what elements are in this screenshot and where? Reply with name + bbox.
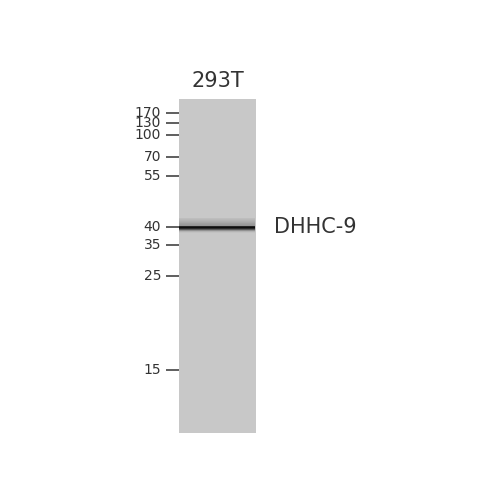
Bar [179, 228, 256, 229]
Bar [179, 222, 256, 223]
Text: DHHC-9: DHHC-9 [274, 218, 356, 238]
Text: 70: 70 [144, 150, 162, 164]
Bar [179, 222, 256, 223]
Bar [179, 224, 256, 225]
Bar [179, 231, 256, 232]
Text: 40: 40 [144, 220, 162, 234]
Bar [179, 224, 256, 225]
Bar [179, 228, 256, 229]
Bar [179, 227, 256, 228]
Bar [179, 230, 256, 231]
Bar [179, 225, 256, 226]
Text: 55: 55 [144, 168, 162, 182]
Bar [179, 227, 256, 228]
Bar [179, 227, 256, 228]
Bar [179, 223, 256, 224]
Text: 25: 25 [144, 268, 162, 282]
Bar [179, 228, 256, 229]
Bar [179, 230, 256, 231]
Bar [179, 225, 256, 226]
Bar [179, 226, 256, 227]
Bar [179, 98, 256, 433]
Bar [179, 226, 256, 227]
Bar [179, 224, 256, 225]
Text: 170: 170 [135, 106, 162, 120]
Bar [179, 228, 256, 229]
Text: 15: 15 [144, 363, 162, 377]
Bar [179, 223, 256, 224]
Text: 130: 130 [135, 116, 162, 130]
Bar [179, 230, 256, 231]
Bar [179, 225, 256, 226]
Bar [179, 224, 256, 225]
Text: 293T: 293T [191, 71, 244, 91]
Bar [179, 229, 256, 230]
Bar [179, 226, 256, 227]
Bar [179, 229, 256, 230]
Bar [179, 222, 256, 223]
Text: 100: 100 [135, 128, 162, 142]
Text: 35: 35 [144, 238, 162, 252]
Bar [179, 223, 256, 224]
Bar [179, 227, 256, 228]
Bar [179, 222, 256, 223]
Bar [179, 231, 256, 232]
Bar [179, 229, 256, 230]
Bar [179, 225, 256, 226]
Bar [179, 231, 256, 232]
Bar [179, 229, 256, 230]
Bar [179, 230, 256, 231]
Bar [179, 226, 256, 227]
Bar [179, 231, 256, 232]
Bar [179, 223, 256, 224]
